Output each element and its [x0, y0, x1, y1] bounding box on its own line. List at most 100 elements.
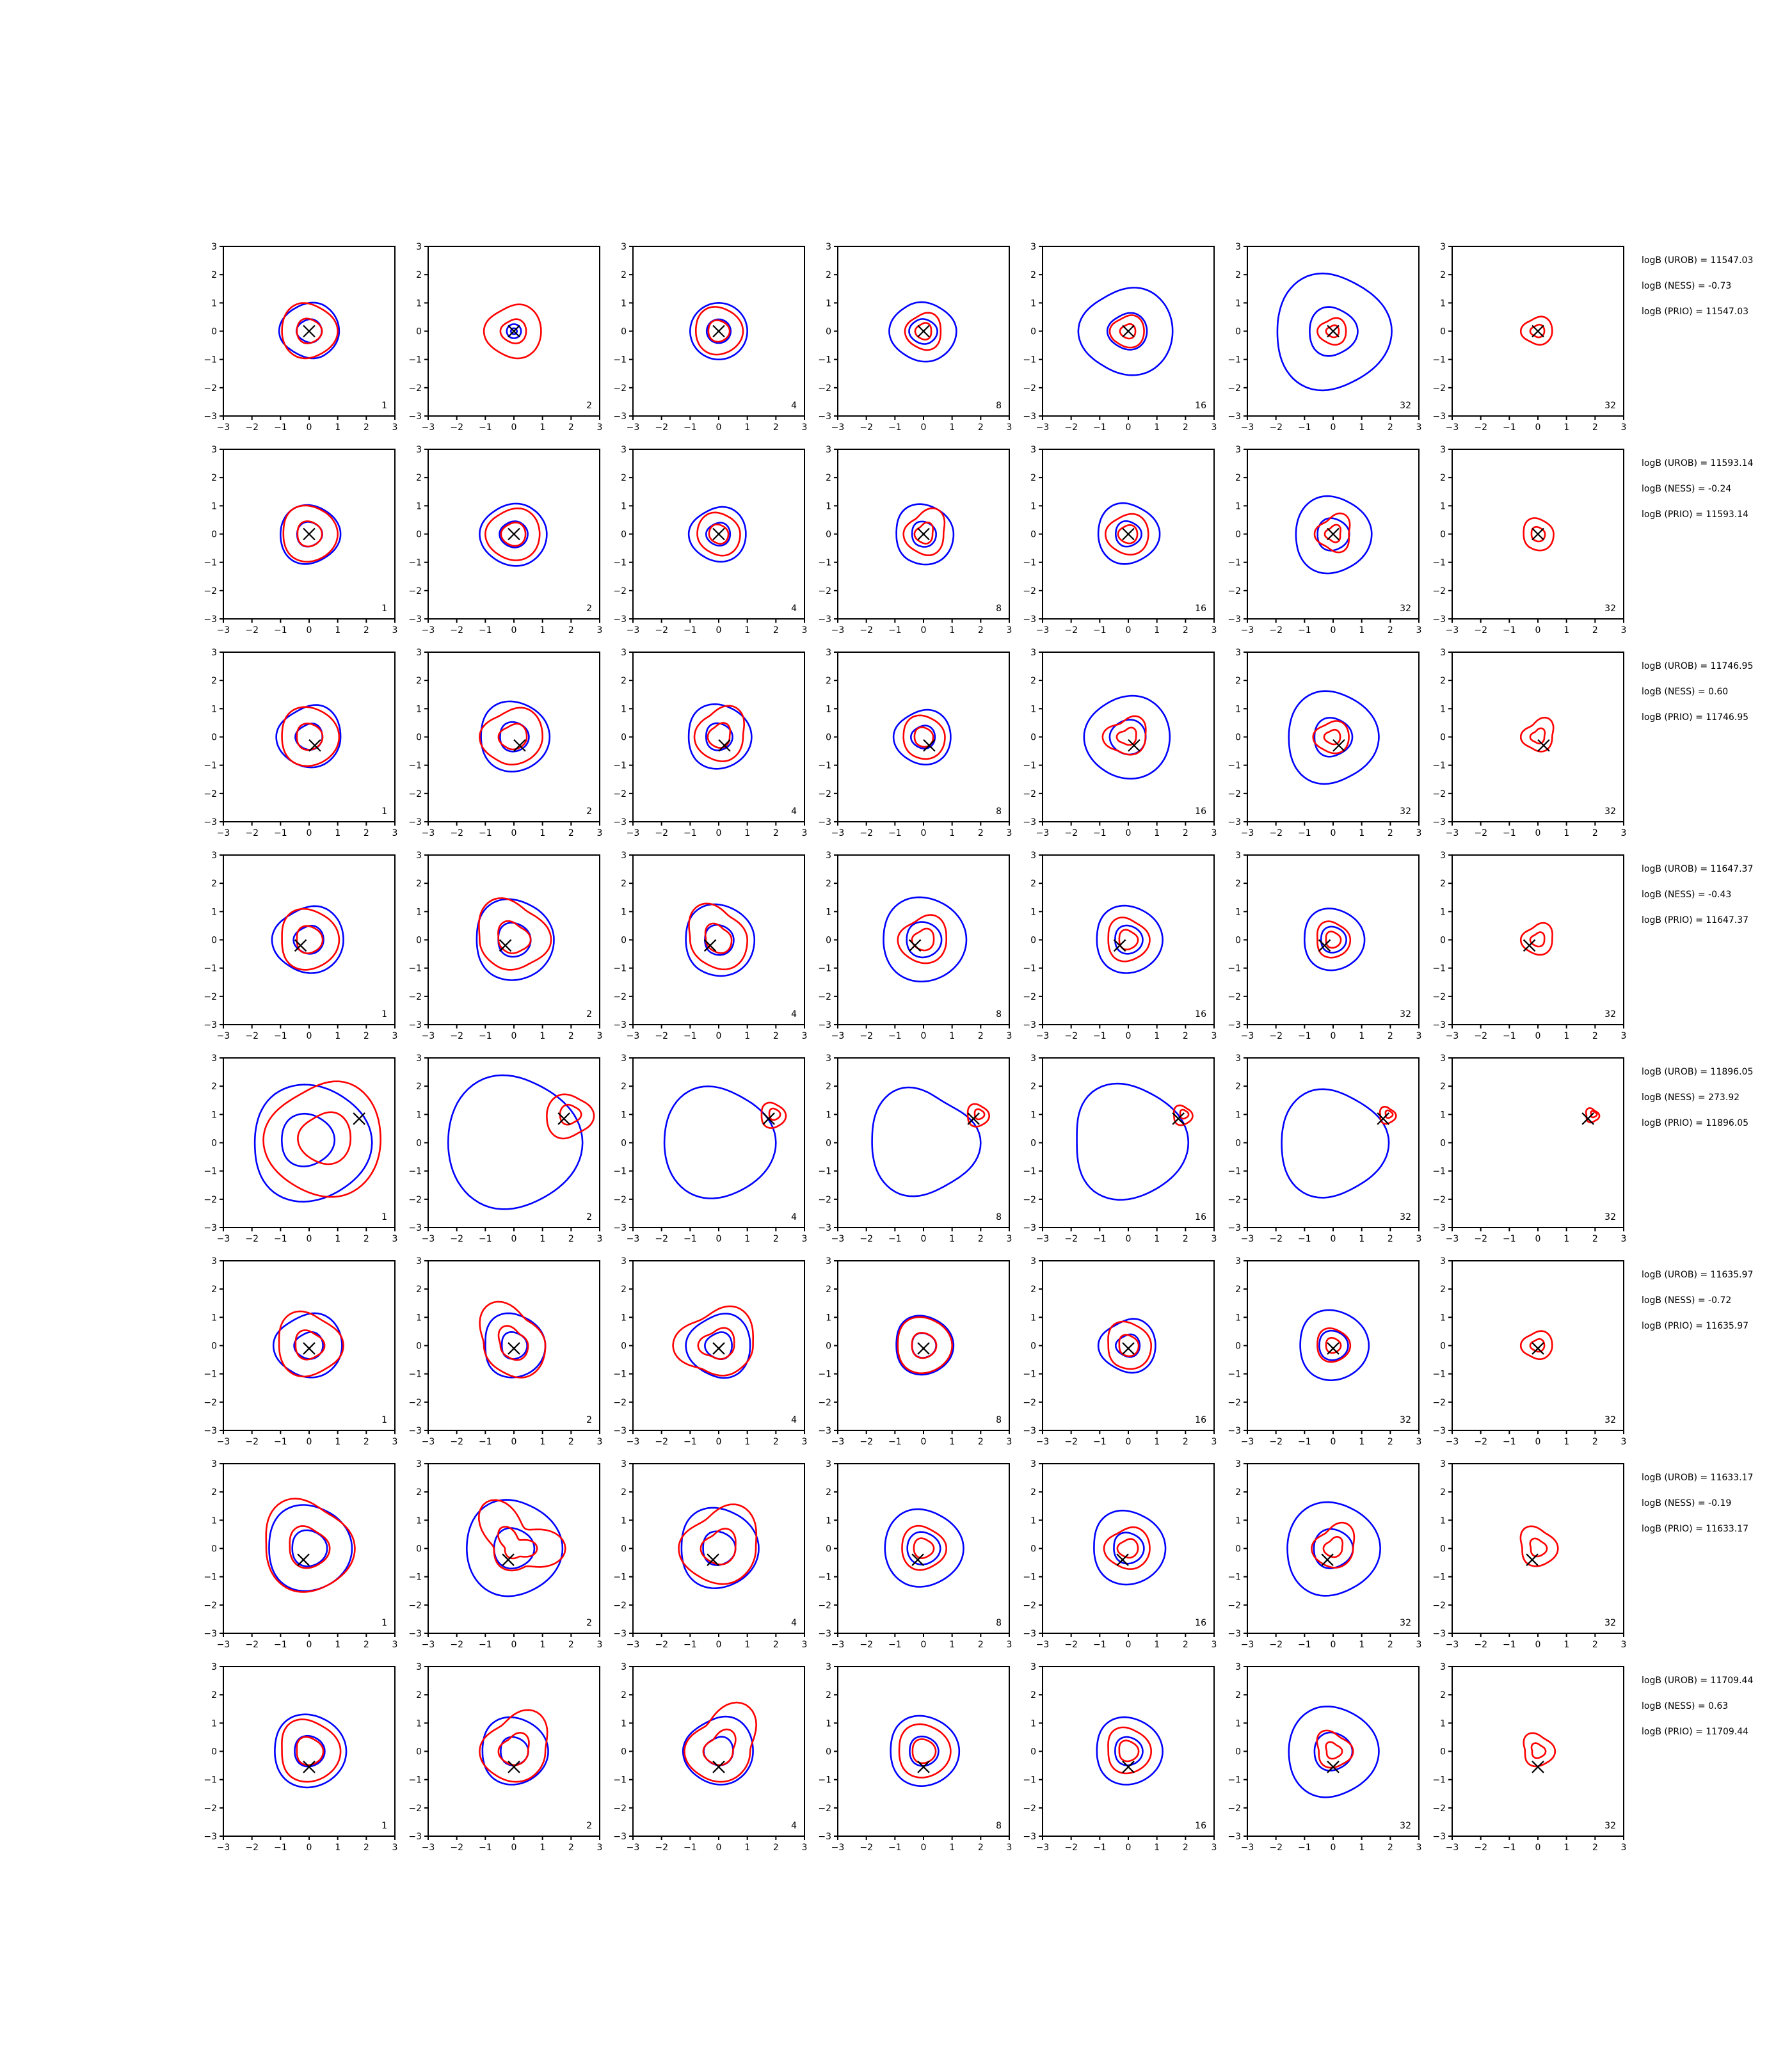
y-tick-label: 3 — [1235, 1662, 1241, 1672]
blue-contour-outer — [1276, 272, 1393, 392]
y-tick-label: 0 — [211, 733, 217, 743]
x-tick-label: 2 — [773, 1031, 779, 1041]
red-contour-outer — [901, 1524, 948, 1571]
panel-r5-c2: −3−3 −2 −2 −1 −1 0 0 1 1 2 2 3 3 2 — [408, 1053, 602, 1244]
panel-count-label: 32 — [1400, 1009, 1411, 1020]
panel-count-label: 4 — [791, 1618, 797, 1628]
y-tick-label: −2 — [818, 586, 831, 596]
red-contour-outer — [1312, 720, 1350, 755]
truth-marker-stroke-b — [499, 939, 512, 952]
x-tick-label: 1 — [540, 625, 545, 636]
contours — [685, 902, 756, 977]
x-tick-label: 1 — [1564, 828, 1569, 838]
contours — [479, 1300, 547, 1379]
y-tick-label: −3 — [818, 1020, 831, 1030]
y-tick-label: 2 — [1440, 676, 1446, 686]
y-tick-label: −2 — [1432, 586, 1446, 596]
x-tick-label: 1 — [1359, 828, 1364, 838]
red-contour-outer — [898, 1723, 952, 1779]
blue-contour-inner — [1313, 1731, 1354, 1772]
truth-marker-stroke-b — [917, 527, 930, 541]
y-tick-label: −3 — [613, 817, 627, 828]
y-tick-label: −3 — [1228, 817, 1241, 828]
red-contour-outer — [1107, 1726, 1153, 1775]
x-tick-label: 3 — [1212, 1234, 1217, 1244]
panel-count-label: 32 — [1400, 806, 1411, 817]
y-tick-label: 2 — [826, 1690, 831, 1700]
contours — [1519, 1330, 1553, 1360]
x-tick-label: 3 — [597, 625, 603, 636]
blue-contour-inner — [510, 327, 518, 335]
y-tick-label: −2 — [204, 992, 217, 1002]
y-tick-label: 3 — [1440, 1256, 1446, 1267]
red-contour-inner — [1384, 1109, 1394, 1119]
blue-contour-inner — [1114, 1736, 1144, 1766]
panel-r4-c2: −3−3 −2 −2 −1 −1 0 0 1 1 2 2 3 3 2 — [408, 851, 602, 1041]
y-tick-label: 1 — [416, 501, 422, 511]
red-contour-outer — [477, 1499, 566, 1572]
panel-r7-c4: −3−3 −2 −2 −1 −1 0 0 1 1 2 2 3 3 8 — [818, 1459, 1012, 1650]
x-tick-label: 1 — [1154, 625, 1160, 636]
x-tick-label: 1 — [540, 1437, 545, 1447]
panel-r6-c1: −3−3 −2 −2 −1 −1 0 0 1 1 2 2 3 3 1 — [204, 1256, 397, 1447]
y-tick-label: −3 — [1432, 1832, 1446, 1842]
x-tick-label: −3 — [831, 828, 845, 838]
panel-count-label: 1 — [381, 1415, 387, 1425]
x-tick-label: 3 — [802, 422, 808, 433]
x-tick-label: −3 — [422, 828, 435, 838]
row-stat-1: logB (UROB) = 11896.05 — [1642, 1067, 1753, 1077]
y-tick-label: −1 — [1228, 1775, 1241, 1786]
y-tick-label: 3 — [621, 1053, 627, 1064]
x-tick-label: −3 — [422, 1437, 435, 1447]
y-tick-label: 1 — [826, 1516, 831, 1526]
y-tick-label: 2 — [1235, 1487, 1241, 1498]
y-tick-label: 0 — [1030, 733, 1036, 743]
x-tick-label: 2 — [1592, 422, 1598, 433]
y-tick-label: 1 — [826, 1313, 831, 1323]
y-tick-label: 2 — [1440, 1690, 1446, 1700]
x-tick-label: 0 — [1535, 1437, 1541, 1447]
blue-contour-inner — [1115, 520, 1142, 548]
y-tick-label: 1 — [1030, 1313, 1036, 1323]
y-tick-label: 0 — [621, 936, 627, 946]
blue-contour-outer — [1083, 694, 1171, 780]
blue-contour-outer — [279, 504, 342, 565]
x-tick-label: 0 — [307, 1843, 312, 1853]
y-tick-label: −1 — [408, 1572, 422, 1583]
x-tick-label: 0 — [1535, 1234, 1541, 1244]
x-tick-label: −3 — [627, 1843, 640, 1853]
y-tick-label: −2 — [1228, 383, 1241, 394]
red-contour-inner — [697, 1327, 735, 1360]
y-tick-label: −3 — [204, 1426, 217, 1436]
row-stat-3: logB (PRIO) = 11647.37 — [1642, 915, 1748, 925]
y-tick-label: 2 — [1030, 473, 1036, 483]
x-tick-label: 1 — [1154, 1843, 1160, 1853]
blue-contour-outer — [1288, 1705, 1380, 1798]
y-tick-label: −3 — [613, 1832, 627, 1842]
x-tick-label: −3 — [217, 828, 230, 838]
red-contour-outer — [904, 312, 942, 351]
y-tick-label: 3 — [1440, 1662, 1446, 1672]
x-tick-label: −2 — [1064, 828, 1078, 838]
x-tick-label: 1 — [1154, 1640, 1160, 1650]
y-tick-label: −3 — [204, 817, 217, 828]
contours — [1281, 1088, 1397, 1199]
x-tick-label: 3 — [802, 1234, 808, 1244]
y-tick-label: −2 — [204, 586, 217, 596]
x-tick-label: 2 — [1592, 1031, 1598, 1041]
x-tick-label: −1 — [684, 1640, 697, 1650]
y-tick-label: 0 — [416, 936, 422, 946]
row-stat-2: logB (NESS) = 273.92 — [1642, 1092, 1740, 1103]
x-tick-label: −2 — [1474, 1640, 1487, 1650]
x-tick-label: −1 — [888, 828, 902, 838]
contours — [275, 704, 342, 769]
blue-contour-inner — [1114, 1333, 1141, 1358]
red-contour-inner — [296, 1736, 324, 1766]
red-contour-inner — [911, 1332, 938, 1359]
y-tick-label: −2 — [1023, 1804, 1036, 1814]
x-tick-label: 0 — [1331, 1843, 1336, 1853]
x-tick-label: 0 — [1331, 625, 1336, 636]
x-tick-label: 1 — [1564, 1234, 1569, 1244]
panel-count-label: 8 — [996, 401, 1002, 411]
